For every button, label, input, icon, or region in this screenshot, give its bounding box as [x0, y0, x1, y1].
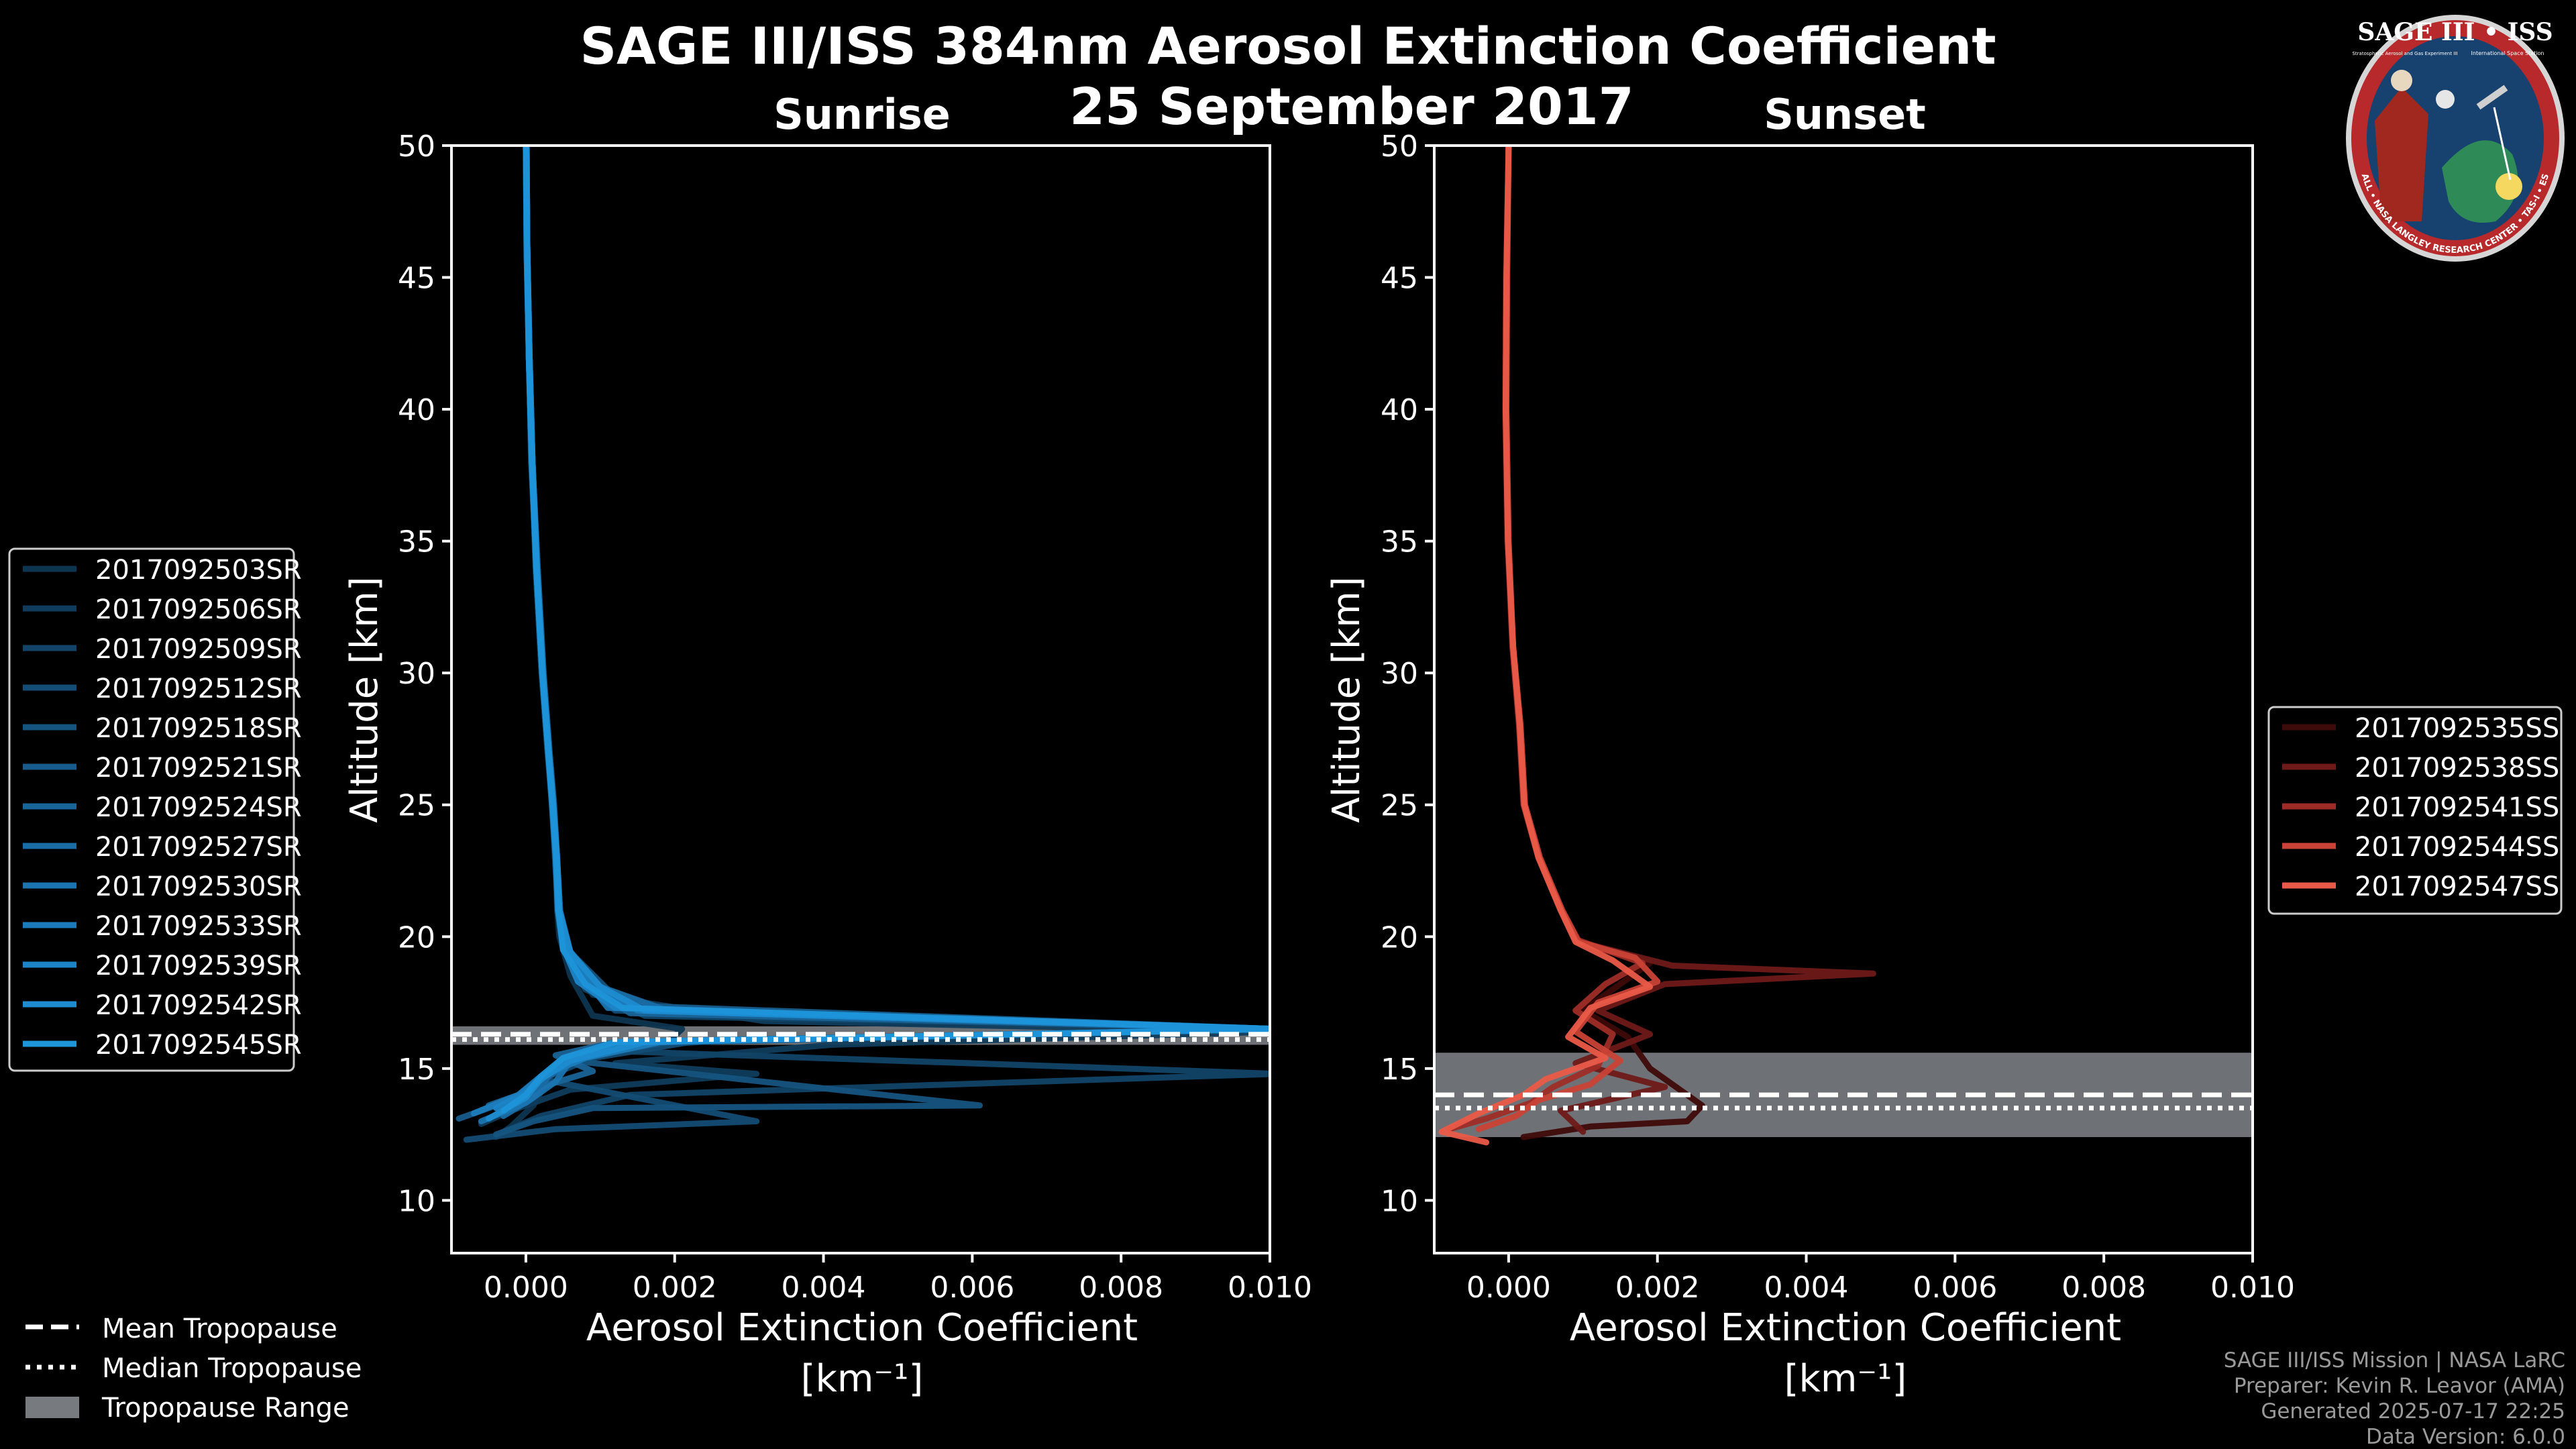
sunset-axes-frame — [1433, 144, 2254, 1254]
median-tropopause-label: Median Tropopause — [102, 1353, 362, 1384]
sunrise-series-line-2017092545SR — [500, 146, 1270, 1114]
logo-iss-subtitle: International Space Station — [2471, 50, 2544, 56]
sunrise-legend-label: 2017092503SR — [95, 555, 302, 586]
sunrise-x-tick-label: 0.000 — [484, 1271, 568, 1305]
sunrise-legend-label: 2017092539SR — [95, 951, 302, 981]
footer-mission: SAGE III/ISS Mission | NASA LaRC — [2224, 1348, 2565, 1373]
logo-sight-line — [2493, 107, 2512, 180]
footer-preparer: Preparer: Kevin R. Leavor (AMA) — [2234, 1374, 2565, 1398]
sunset-x-tick-label: 0.000 — [1466, 1271, 1551, 1305]
logo-sun-icon — [2496, 173, 2522, 200]
footer-credits: SAGE III/ISS Mission | NASA LaRC Prepare… — [2224, 1348, 2565, 1449]
sunrise-x-tick-label: 0.010 — [1228, 1271, 1312, 1305]
sunset-y-tick-label: 40 — [1381, 393, 1418, 427]
logo-wizard-face — [2391, 70, 2412, 91]
sunrise-panel: Sunrise 10 15 20 25 30 35 40 45 50 0.000 0.002 0.00… — [343, 90, 1312, 1401]
sunrise-legend-label: 2017092506SR — [95, 594, 302, 625]
sunrise-legend-label: 2017092533SR — [95, 911, 302, 942]
sunrise-y-tick-label: 15 — [398, 1053, 435, 1087]
sunrise-y-tick-label: 30 — [398, 657, 435, 691]
sunrise-y-axis-label: Altitude [km] — [343, 576, 386, 822]
sunset-y-tick-label: 25 — [1381, 789, 1418, 823]
sunset-y-axis-label: Altitude [km] — [1325, 576, 1368, 822]
sunrise-legend-label: 2017092545SR — [95, 1030, 302, 1061]
sunrise-legend-label: 2017092521SR — [95, 753, 302, 784]
sunset-x-tick-label: 0.008 — [2061, 1271, 2146, 1305]
sunrise-x-tick-label: 0.008 — [1079, 1271, 1163, 1305]
sunrise-y-tick-label: 50 — [398, 129, 435, 164]
logo-sage-subtitle: Stratospheric Aerosol and Gas Experiment… — [2352, 51, 2457, 56]
sunset-y-tick-label: 30 — [1381, 657, 1418, 691]
sunrise-legend-label: 2017092530SR — [95, 871, 302, 902]
sunset-x-tick-label: 0.004 — [1764, 1271, 1849, 1305]
sunrise-y-tick-label: 20 — [398, 920, 435, 955]
sunset-y-tick-label: 50 — [1381, 129, 1418, 164]
sunset-x-tick-label: 0.010 — [2210, 1271, 2295, 1305]
sunrise-legend-label: 2017092509SR — [95, 634, 302, 665]
sunset-y-tick-label: 20 — [1381, 920, 1418, 955]
sunset-legend-label: 2017092547SS — [2355, 871, 2559, 902]
sunrise-x-tick-label: 0.004 — [782, 1271, 866, 1305]
sunset-x-tick-label: 0.002 — [1615, 1271, 1700, 1305]
tropopause-range-swatch — [25, 1397, 79, 1418]
logo-iss-icon — [2476, 85, 2508, 110]
sunrise-y-tick-label: 25 — [398, 789, 435, 823]
sunset-legend-label: 2017092544SS — [2355, 832, 2559, 863]
sunset-legend-label: 2017092538SS — [2355, 753, 2559, 784]
sunrise-x-tick-label: 0.006 — [930, 1271, 1014, 1305]
sunset-y-tick-label: 35 — [1381, 525, 1418, 559]
sunrise-y-tick-label: 10 — [398, 1184, 435, 1218]
sunset-x-tick-label: 0.006 — [1913, 1271, 1997, 1305]
sunrise-x-axis-label: Aerosol Extinction Coefficient — [586, 1306, 1138, 1350]
sunset-legend-frame — [2267, 706, 2563, 915]
logo-earth-land — [2442, 140, 2518, 223]
sunset-y-tick-label: 15 — [1381, 1053, 1418, 1087]
footer-data-version: Data Version: 6.0.0 — [2366, 1425, 2565, 1449]
logo-moon-icon — [2436, 90, 2455, 109]
sunset-legend: 2017092535SS 2017092538SS 2017092541SS 2017… — [2267, 706, 2563, 915]
sunset-legend-label: 2017092535SS — [2355, 713, 2559, 744]
tropopause-legend: Mean Tropopause Median Tropopause Tropop… — [25, 1313, 362, 1424]
sunrise-x-axis-units: [km⁻¹] — [801, 1357, 924, 1401]
sunrise-legend: 2017092503SR 2017092506SR 2017092509SR 2017… — [8, 547, 302, 1072]
sunset-y-tick-label: 45 — [1381, 262, 1418, 296]
figure-title: SAGE III/ISS 384nm Aerosol Extinction Co… — [580, 16, 1996, 76]
sunrise-legend-label: 2017092524SR — [95, 792, 302, 823]
sunrise-legend-label: 2017092527SR — [95, 832, 302, 863]
sunrise-plot-area: 10 15 20 25 30 35 40 45 50 0.000 0.002 0.004 0.006 0.… — [398, 129, 1312, 1305]
sunset-panel: Sunset 10 15 20 25 30 35 40 45 50 0.000 0.002 0.004… — [1325, 90, 2295, 1401]
sunset-x-axis-label: Aerosol Extinction Coefficient — [1570, 1306, 2121, 1350]
sunrise-axes-frame — [450, 144, 1271, 1254]
sunrise-legend-label: 2017092542SR — [95, 990, 302, 1021]
sunset-panel-title: Sunset — [1764, 90, 1926, 139]
tropopause-range-label: Tropopause Range — [101, 1393, 350, 1424]
figure-date: 25 September 2017 — [1069, 76, 1633, 136]
mean-tropopause-label: Mean Tropopause — [102, 1313, 337, 1344]
sunrise-y-tick-label: 40 — [398, 393, 435, 427]
sunset-legend-label: 2017092541SS — [2355, 792, 2559, 823]
logo-wizard-robe — [2375, 87, 2428, 221]
sunset-series-line-2017092547SS — [1438, 146, 1654, 1146]
logo-title: SAGE III • ISS — [2357, 18, 2553, 46]
footer-generated: Generated 2025-07-17 22:25 — [2261, 1399, 2565, 1424]
sunrise-series-group — [455, 146, 1270, 1143]
sunset-plot-area: 10 15 20 25 30 35 40 45 50 0.000 0.002 0.004 0.006 0.… — [1381, 129, 2295, 1305]
sunrise-y-tick-label: 35 — [398, 525, 435, 559]
sunrise-legend-label: 2017092512SR — [95, 674, 302, 704]
sunset-series-group — [1438, 146, 1876, 1146]
sunset-x-axis-units: [km⁻¹] — [1784, 1357, 1907, 1401]
sunrise-legend-label: 2017092518SR — [95, 713, 302, 744]
sunrise-legend-frame — [8, 547, 295, 1072]
sunrise-x-tick-label: 0.002 — [633, 1271, 717, 1305]
sunset-y-tick-label: 10 — [1381, 1184, 1418, 1218]
sunrise-y-tick-label: 45 — [398, 262, 435, 296]
sunrise-panel-title: Sunrise — [773, 90, 951, 139]
